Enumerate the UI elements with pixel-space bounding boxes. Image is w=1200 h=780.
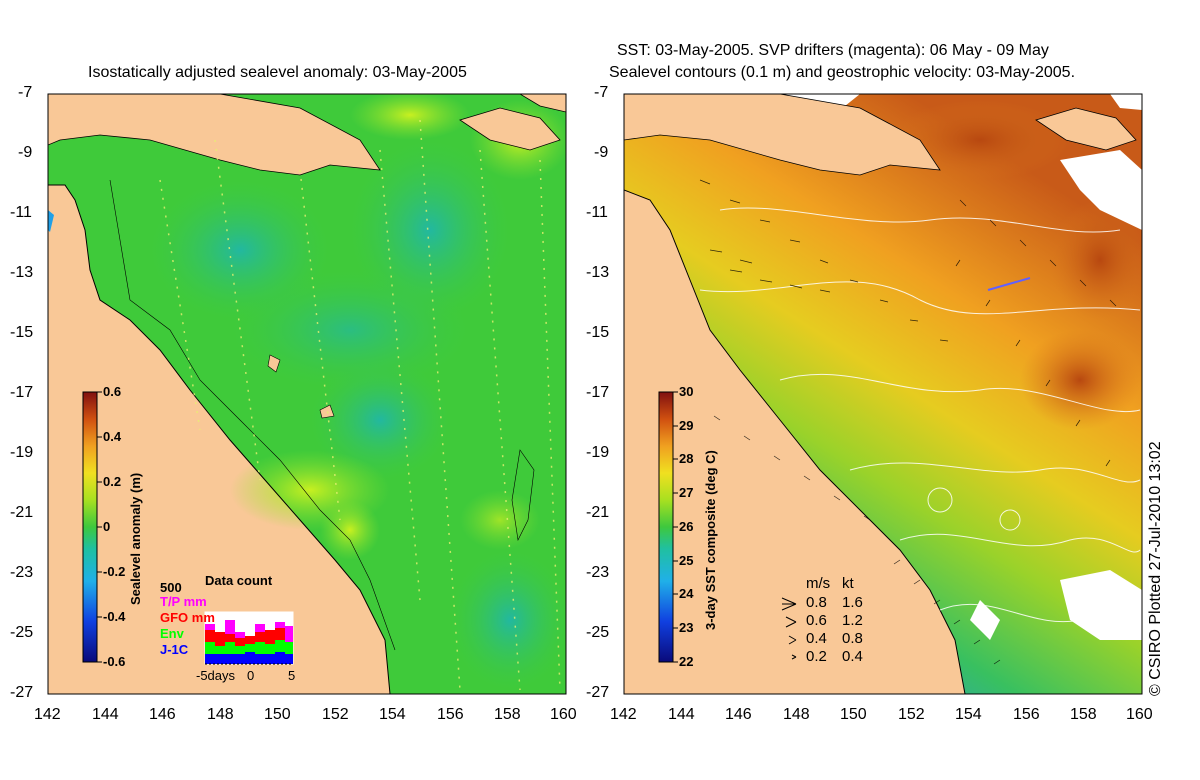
x-tick: 160 <box>550 706 577 723</box>
right-map-frame <box>623 93 1143 695</box>
data-count-histogram <box>204 611 294 665</box>
colorbar-tick: -0.4 <box>103 609 126 624</box>
x-tick: 154 <box>379 706 406 723</box>
data-count-x-mid: 0 <box>247 668 255 683</box>
x-tick: 152 <box>898 706 925 723</box>
y-tick: -17 <box>586 384 610 401</box>
left-colorbar <box>82 391 98 663</box>
sealevel-anomaly-map <box>48 94 566 694</box>
copyright-text: © CSIRO Plotted 27-Jul-2010 13:02 <box>1147 441 1164 696</box>
x-tick: 150 <box>840 706 867 723</box>
y-tick: -9 <box>18 144 33 161</box>
data-count-x-right: 5 <box>288 668 296 683</box>
x-tick: 148 <box>207 706 234 723</box>
colorbar-tick: 0.6 <box>103 384 122 399</box>
y-tick: -19 <box>10 444 34 461</box>
colorbar-tick: -0.6 <box>103 654 126 669</box>
legend-tp: T/P mm <box>160 594 207 609</box>
x-tick: 158 <box>494 706 521 723</box>
colorbar-tick: 29 <box>679 418 694 433</box>
colorbar-tick: 25 <box>679 553 694 568</box>
x-tick: 146 <box>149 706 176 723</box>
velocity-legend-arrows <box>781 597 797 660</box>
x-tick: 152 <box>322 706 349 723</box>
left-map-frame <box>47 93 567 695</box>
right-colorbar <box>658 391 674 663</box>
y-tick: -23 <box>586 564 610 581</box>
x-tick: 144 <box>668 706 695 723</box>
y-tick: -9 <box>594 144 609 161</box>
velocity-legend-ms: 0.2 <box>806 648 827 665</box>
colorbar-tick: 0 <box>103 519 111 534</box>
x-tick: 150 <box>264 706 291 723</box>
y-tick: -7 <box>594 84 609 101</box>
colorbar-tick: 24 <box>679 586 694 601</box>
legend-env: Env <box>160 626 184 641</box>
x-tick: 158 <box>1070 706 1097 723</box>
y-tick: -13 <box>10 264 34 281</box>
left-colorbar-label: Sealevel anomaly (m) <box>128 472 143 605</box>
colorbar-tick: 27 <box>679 485 694 500</box>
x-tick: 156 <box>1013 706 1040 723</box>
x-tick: 156 <box>437 706 464 723</box>
right-colorbar-label: 3-day SST composite (deg C) <box>703 450 718 630</box>
data-count-title: Data count <box>205 573 273 588</box>
velocity-legend-kt: 0.4 <box>842 648 863 665</box>
velocity-legend-ms: 0.4 <box>806 630 827 647</box>
y-tick: -17 <box>10 384 34 401</box>
y-tick: -11 <box>586 204 608 221</box>
x-tick: 146 <box>725 706 752 723</box>
x-tick: 142 <box>34 706 61 723</box>
left-map-title: Isostatically adjusted sealevel anomaly:… <box>88 64 467 81</box>
legend-j1c: J-1C <box>160 642 189 657</box>
y-tick: -13 <box>586 264 610 281</box>
x-tick: 148 <box>783 706 810 723</box>
y-tick: -15 <box>586 324 610 341</box>
colorbar-tick: 26 <box>679 519 694 534</box>
legend-gfo: GFO mm <box>160 610 215 625</box>
colorbar-tick: 0.2 <box>103 474 122 489</box>
colorbar-tick: 28 <box>679 451 694 466</box>
velocity-legend-ms-header: m/s <box>806 575 831 592</box>
velocity-legend-ms: 0.8 <box>806 594 827 611</box>
y-tick: -27 <box>586 684 610 701</box>
colorbar-tick: 0.4 <box>103 429 122 444</box>
sst-map <box>624 94 1142 694</box>
y-tick: -19 <box>586 444 610 461</box>
colorbar-tick: 30 <box>679 384 694 399</box>
velocity-legend-kt: 1.6 <box>842 594 863 611</box>
y-tick: -11 <box>10 204 32 221</box>
x-tick: 154 <box>955 706 982 723</box>
velocity-legend-kt: 1.2 <box>842 612 863 629</box>
y-tick: -21 <box>10 504 34 521</box>
colorbar-tick: -0.2 <box>103 564 126 579</box>
y-tick: -7 <box>18 84 33 101</box>
y-tick: -25 <box>586 624 610 641</box>
y-tick: -15 <box>10 324 34 341</box>
colorbar-tick: 22 <box>679 654 694 669</box>
x-tick: 160 <box>1126 706 1153 723</box>
right-map-title-line1: SST: 03-May-2005. SVP drifters (magenta)… <box>617 42 1049 59</box>
velocity-legend-kt: 0.8 <box>842 630 863 647</box>
x-tick: 144 <box>92 706 119 723</box>
velocity-legend-ms: 0.6 <box>806 612 827 629</box>
data-count-scale: 500 <box>160 580 182 595</box>
x-tick: 142 <box>610 706 637 723</box>
y-tick: -25 <box>10 624 34 641</box>
right-map-title-line2: Sealevel contours (0.1 m) and geostrophi… <box>609 64 1076 81</box>
y-tick: -23 <box>10 564 34 581</box>
y-tick: -21 <box>586 504 610 521</box>
y-tick: -27 <box>10 684 34 701</box>
data-count-x-left: -5days <box>196 668 236 683</box>
velocity-legend-kt-header: kt <box>842 575 854 592</box>
colorbar-tick: 23 <box>679 620 694 635</box>
